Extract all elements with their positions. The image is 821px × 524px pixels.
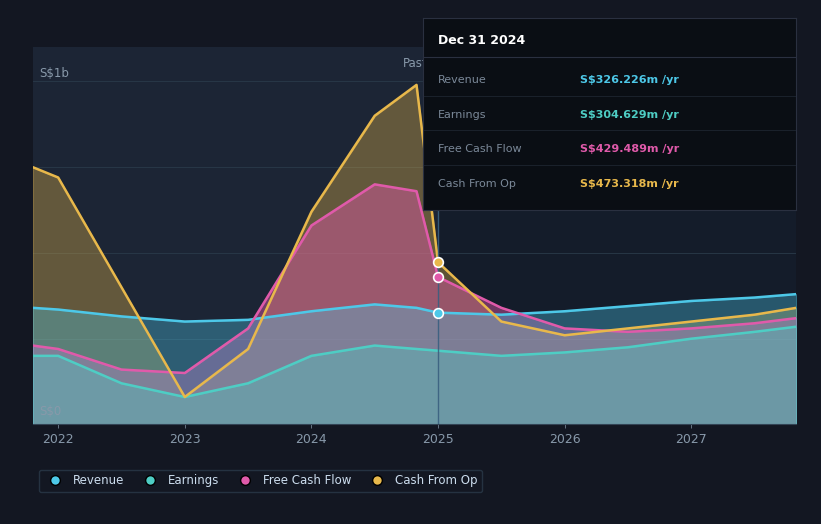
Text: Free Cash Flow: Free Cash Flow — [438, 144, 521, 155]
Text: Past: Past — [403, 58, 428, 70]
Text: Revenue: Revenue — [438, 75, 487, 85]
Bar — [33, 47, 438, 424]
Legend: Revenue, Earnings, Free Cash Flow, Cash From Op: Revenue, Earnings, Free Cash Flow, Cash … — [39, 470, 483, 492]
Text: Earnings: Earnings — [438, 110, 486, 120]
Text: S$1b: S$1b — [39, 67, 69, 80]
Text: Analysts Forecasts: Analysts Forecasts — [448, 58, 558, 70]
Text: S$0: S$0 — [39, 405, 62, 418]
Text: S$304.629m /yr: S$304.629m /yr — [580, 110, 679, 120]
Text: Cash From Op: Cash From Op — [438, 179, 516, 189]
Text: Dec 31 2024: Dec 31 2024 — [438, 34, 525, 47]
Text: S$326.226m /yr: S$326.226m /yr — [580, 75, 679, 85]
Bar — [438, 47, 796, 424]
Text: S$429.489m /yr: S$429.489m /yr — [580, 144, 679, 155]
Text: S$473.318m /yr: S$473.318m /yr — [580, 179, 678, 189]
